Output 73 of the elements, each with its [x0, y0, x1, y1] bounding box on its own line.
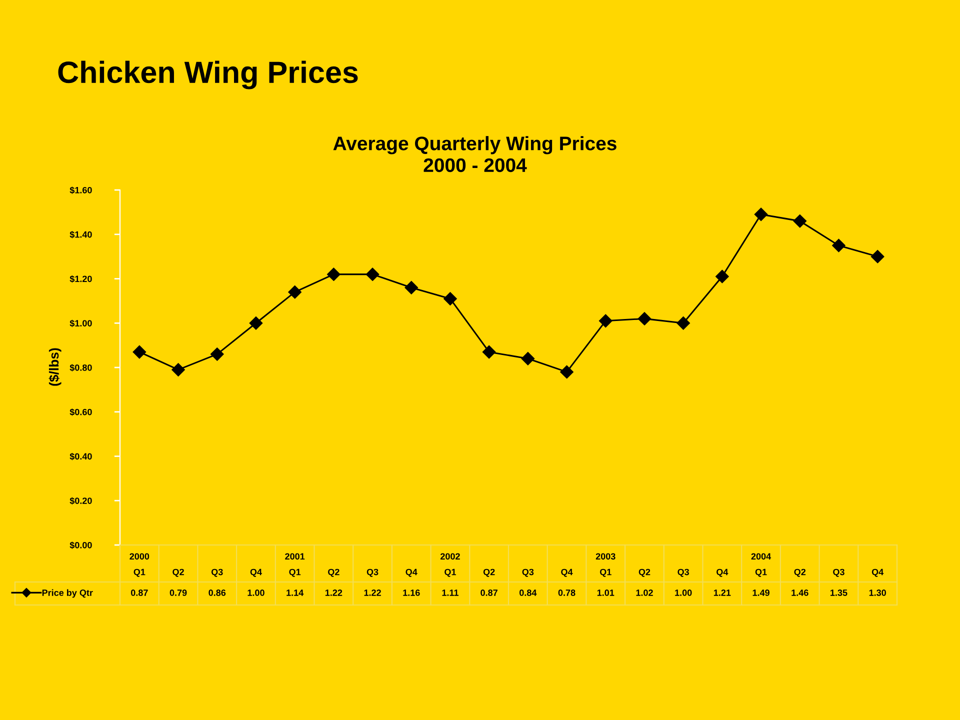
x-tick-label: Q3 — [366, 568, 378, 577]
point — [210, 348, 224, 361]
data-label: 1.14 — [286, 590, 304, 596]
y-tick-label: $0.60 — [70, 408, 92, 416]
data-label: 1.00 — [675, 590, 692, 596]
data-label: 0.86 — [208, 590, 226, 596]
x-tick-label: 2003 Q1 — [596, 553, 616, 577]
data-label: 1.35 — [830, 590, 848, 596]
point — [482, 345, 496, 359]
point — [599, 314, 612, 328]
point — [132, 345, 146, 359]
y-tick-label: $1.00 — [70, 320, 92, 328]
data-label: 1.01 — [597, 590, 614, 596]
data-label: 0.87 — [130, 590, 148, 596]
y-tick-label: $0.00 — [70, 542, 92, 549]
x-tick-label: Q4 — [716, 568, 728, 577]
x-tick-label: 2001 Q1 — [285, 553, 305, 577]
legend-label: Price by Qtr — [42, 589, 93, 598]
x-tick-label: Q2 — [172, 568, 184, 577]
x-tick-label: Q2 — [638, 568, 650, 577]
x-tick-label: 2000 Q1 — [130, 553, 150, 577]
y-tick-label: $1.20 — [70, 275, 92, 283]
x-tick-label: Q3 — [211, 568, 223, 577]
y-tick-label: $0.40 — [70, 452, 92, 460]
data-label: 1.00 — [248, 590, 264, 596]
point — [172, 363, 185, 376]
x-tick-label: Q4 — [406, 568, 418, 577]
y-tick-label: $1.60 — [70, 186, 92, 194]
data-label: 1.11 — [442, 590, 459, 596]
point — [288, 285, 302, 299]
chart-title: Chicken Wing Prices — [58, 60, 358, 90]
data-label: 0.78 — [558, 590, 576, 596]
data-label: 1.16 — [403, 590, 420, 596]
point — [793, 214, 806, 228]
data-label: 0.79 — [170, 590, 187, 596]
data-label: 0.84 — [519, 590, 537, 596]
chart-subtitle: Average Quarterly Wing Prices 2000 - 2004 — [333, 136, 616, 172]
point — [676, 316, 690, 330]
data-label: 1.30 — [869, 590, 886, 596]
point — [832, 238, 846, 252]
x-tick-label: Q4 — [250, 568, 262, 577]
x-tick-label: 2004 Q1 — [751, 553, 772, 577]
x-tick-label: Q4 — [872, 568, 884, 577]
data-label: 1.49 — [752, 590, 770, 596]
point — [716, 270, 729, 284]
x-tick-label: Q3 — [678, 568, 690, 577]
point — [249, 316, 263, 330]
point — [366, 268, 380, 281]
point — [404, 281, 418, 294]
point — [638, 312, 652, 326]
y-tick-label: $0.80 — [70, 364, 92, 372]
x-tick-label: 2002 Q1 — [440, 553, 460, 577]
point — [327, 268, 340, 281]
x-tick-label: Q2 — [328, 568, 340, 577]
point — [560, 365, 574, 379]
data-label: 0.87 — [480, 590, 498, 596]
y-tick-label: $1.40 — [70, 230, 92, 238]
data-label: 1.22 — [325, 590, 342, 596]
data-label: 1.02 — [636, 590, 653, 596]
data-label: 1.21 — [714, 590, 731, 596]
x-tick-label: Q4 — [561, 568, 573, 577]
point — [521, 352, 535, 366]
y-axis-title: ($/lbs) — [48, 348, 62, 386]
point — [444, 292, 457, 306]
data-label: 1.46 — [792, 590, 808, 596]
point — [754, 208, 768, 221]
x-tick-label: Q3 — [833, 568, 844, 577]
x-tick-label: Q2 — [794, 568, 806, 577]
x-tick-label: Q2 — [483, 568, 495, 577]
y-tick-label: $0.20 — [70, 497, 92, 505]
data-label: 1.22 — [364, 590, 381, 596]
x-tick-label: Q3 — [522, 568, 534, 577]
point — [870, 250, 884, 264]
